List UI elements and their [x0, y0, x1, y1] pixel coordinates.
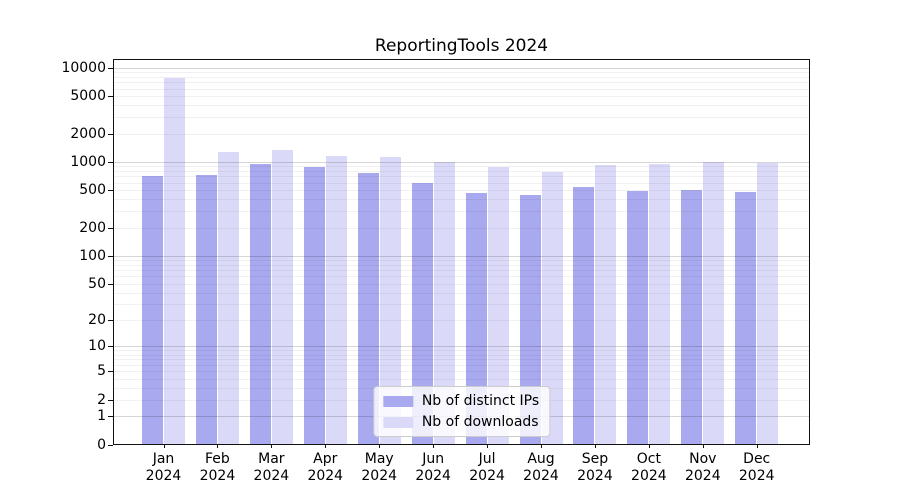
legend-swatch-distinct-ips [382, 395, 413, 407]
x-tick-label: Aug 2024 [523, 451, 559, 484]
y-tick-mark [108, 255, 113, 257]
x-tick-label: May 2024 [361, 451, 398, 484]
y-tick-mark [108, 399, 113, 401]
x-tick-mark [217, 444, 219, 448]
y-tick-mark [108, 96, 113, 98]
x-tick-label: Feb 2024 [199, 451, 236, 484]
x-tick-label: Jul 2024 [469, 451, 505, 484]
y-tick-mark [108, 371, 113, 373]
bar-ips-jul [465, 192, 487, 445]
x-tick-label: Nov 2024 [684, 451, 721, 484]
bar-ips-mar [249, 164, 271, 445]
y-tick-mark [108, 67, 113, 69]
y-tick-label: 2000 [70, 125, 106, 142]
plot-area: Nb of distinct IPs Nb of downloads [113, 59, 810, 445]
bar-ips-feb [195, 174, 217, 445]
bar-ips-nov [681, 190, 703, 445]
x-tick-mark [487, 444, 489, 448]
y-tick-label: 5 [97, 363, 106, 380]
bar-downloads-jan [164, 77, 185, 445]
legend-item-downloads: Nb of downloads [382, 414, 539, 430]
bar-downloads-apr [325, 156, 347, 445]
bars-layer [113, 59, 810, 445]
x-tick-label: Oct 2024 [631, 451, 667, 484]
bar-ips-may [357, 173, 379, 445]
x-tick-mark [541, 444, 542, 448]
y-tick-mark [108, 346, 113, 348]
y-tick-label: 5000 [70, 88, 106, 105]
y-tick-mark [108, 416, 113, 418]
bar-downloads-oct [649, 164, 671, 445]
x-tick-mark [271, 444, 273, 448]
bar-downloads-mar [271, 149, 293, 445]
y-tick-label: 100 [79, 247, 106, 264]
y-tick-label: 0 [97, 436, 106, 453]
legend-swatch-downloads [382, 416, 413, 428]
y-tick-mark [108, 190, 113, 192]
x-tick-label: Jun 2024 [415, 451, 451, 484]
bar-ips-apr [303, 166, 325, 445]
y-tick-mark [108, 161, 113, 163]
bar-ips-jan [142, 175, 163, 445]
x-tick-mark [756, 444, 758, 448]
y-tick-label: 10000 [61, 59, 106, 76]
y-tick-mark [108, 283, 113, 285]
x-tick-label: Jan 2024 [145, 451, 182, 484]
y-tick-mark [108, 133, 113, 135]
bar-ips-jun [411, 182, 433, 445]
y-tick-label: 1000 [70, 153, 106, 170]
y-tick-label: 10 [88, 338, 106, 355]
bar-downloads-nov [703, 161, 725, 445]
bar-downloads-aug [541, 171, 563, 445]
bar-downloads-jun [433, 161, 455, 445]
y-tick-mark [108, 227, 113, 229]
legend-label-downloads: Nb of downloads [421, 414, 539, 430]
bar-downloads-dec [757, 163, 779, 445]
x-tick-mark [163, 444, 165, 448]
bar-ips-sep [573, 187, 595, 445]
x-tick-mark [594, 444, 596, 448]
x-tick-mark [325, 444, 327, 448]
y-tick-mark [108, 444, 113, 446]
bar-ips-oct [627, 190, 649, 445]
y-tick-label: 1 [97, 408, 106, 425]
legend-label-distinct-ips: Nb of distinct IPs [421, 393, 540, 409]
y-tick-label: 2 [97, 391, 106, 408]
x-tick-mark [648, 444, 650, 448]
x-tick-label: Apr 2024 [307, 451, 344, 484]
x-tick-mark [433, 444, 435, 448]
bar-downloads-jul [487, 167, 509, 445]
y-tick-mark [108, 319, 113, 321]
bar-downloads-may [379, 156, 401, 445]
x-tick-label: Sep 2024 [577, 451, 613, 484]
chart-title: ReportingTools 2024 [374, 36, 549, 56]
x-tick-mark [702, 444, 704, 448]
bar-ips-aug [519, 194, 541, 445]
x-tick-label: Dec 2024 [738, 451, 775, 484]
x-tick-label: Mar 2024 [253, 451, 290, 484]
y-tick-label: 20 [88, 311, 106, 328]
legend-item-distinct-ips: Nb of distinct IPs [382, 393, 540, 409]
y-tick-label: 200 [79, 219, 106, 236]
bar-downloads-sep [595, 164, 617, 445]
bar-ips-dec [735, 191, 757, 445]
legend: Nb of distinct IPs Nb of downloads [372, 386, 551, 437]
y-tick-label: 50 [88, 275, 106, 292]
x-tick-mark [379, 444, 381, 448]
y-tick-label: 500 [79, 182, 106, 199]
bar-downloads-feb [217, 151, 239, 445]
